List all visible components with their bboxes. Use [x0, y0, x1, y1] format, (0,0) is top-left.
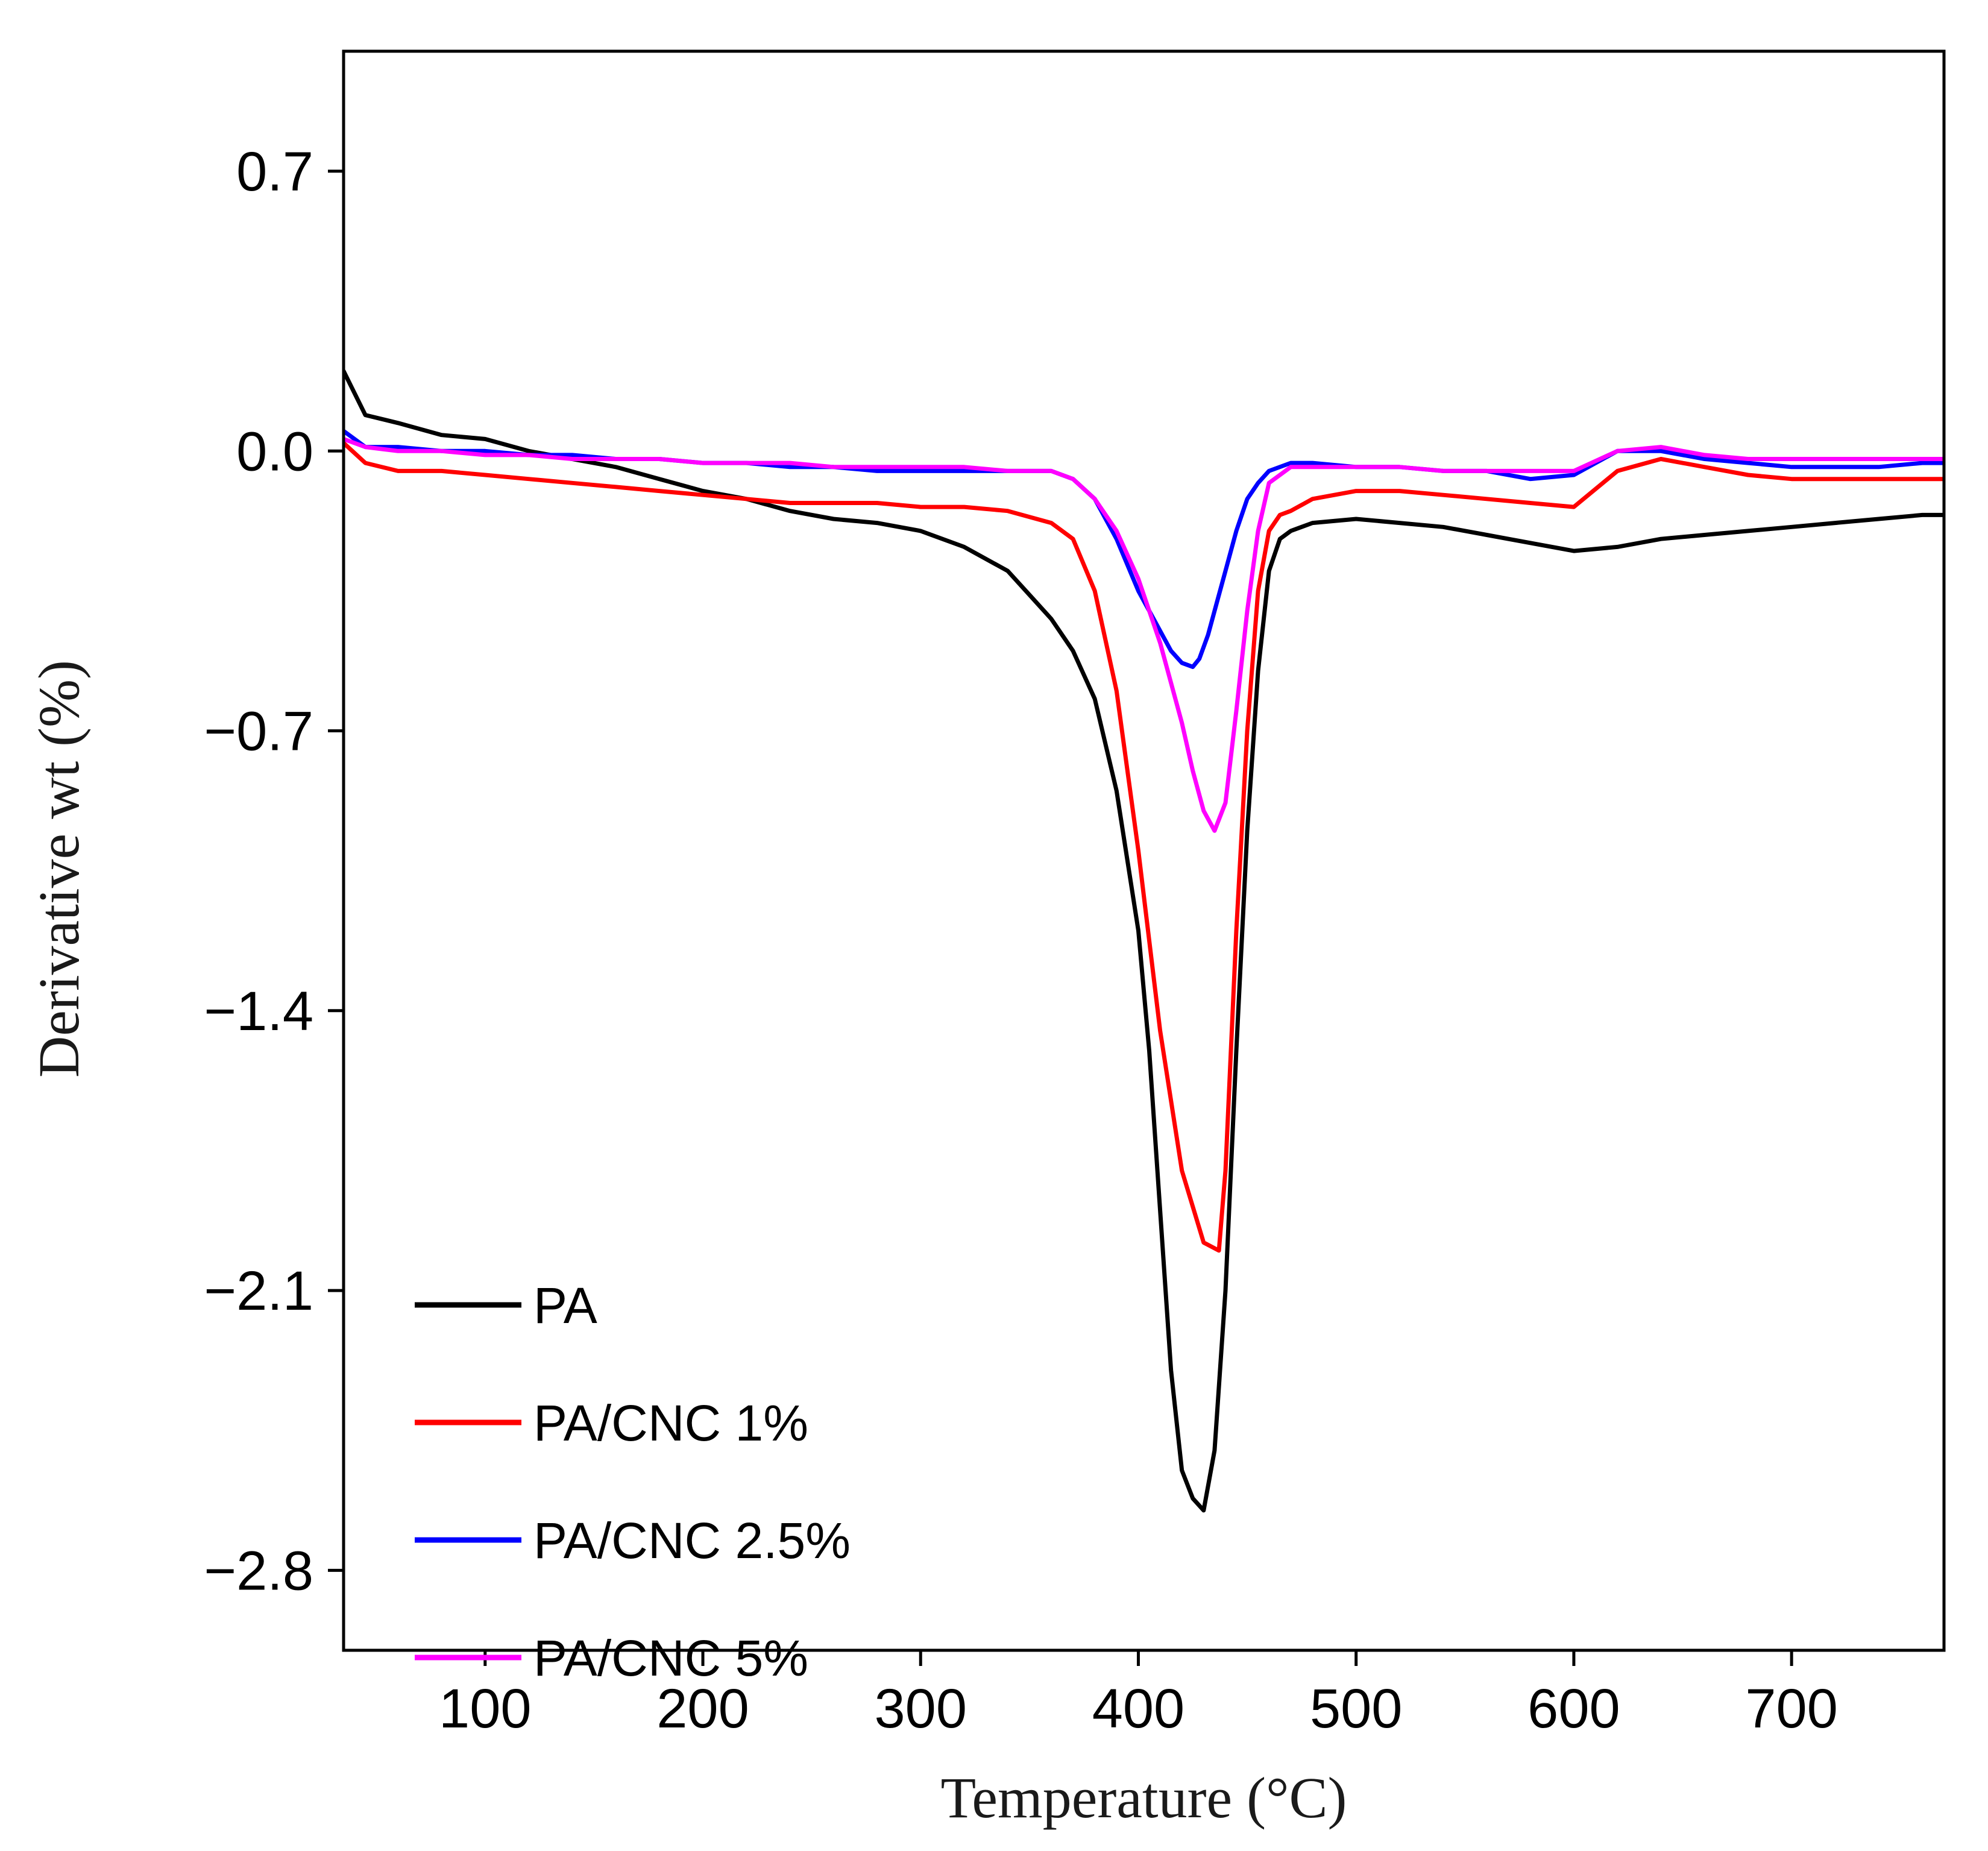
- y-tick-label: 0.0: [236, 421, 313, 482]
- x-tick-label: 600: [1527, 1678, 1620, 1739]
- x-axis-title: Temperature (°C): [940, 1765, 1347, 1830]
- legend-label-pa-cnc-1: PA/CNC 1%: [533, 1395, 808, 1451]
- y-tick-label: −0.7: [204, 701, 313, 762]
- x-axis-ticks: 100 200 300 400 500 600 700: [439, 1650, 1838, 1739]
- y-axis-title: Derivative wt (%): [27, 660, 91, 1078]
- series-line-pa: [344, 369, 1944, 1513]
- x-tick-label: 400: [1092, 1678, 1185, 1739]
- y-tick-label: 0.7: [236, 141, 313, 203]
- plot-frame: [342, 49, 1946, 1652]
- series-line-pa-cnc-1: [344, 441, 1944, 1253]
- x-tick-label: 100: [439, 1678, 532, 1739]
- y-tick-label: −2.1: [204, 1260, 313, 1322]
- x-tick-label: 700: [1745, 1678, 1838, 1739]
- legend-label-pa-cnc-5: PA/CNC 5%: [533, 1630, 808, 1686]
- legend-label-pa-cnc-2-5: PA/CNC 2.5%: [533, 1512, 851, 1569]
- series-line-pa-cnc-5: [344, 436, 1944, 833]
- y-tick-label: −2.8: [204, 1540, 313, 1601]
- y-axis-ticks: 0.7 0.0 −0.7 −1.4 −2.1 −2.8: [204, 141, 344, 1601]
- x-tick-label: 500: [1310, 1678, 1403, 1739]
- axes-layer: [342, 49, 1946, 1652]
- legend: PA PA/CNC 1% PA/CNC 2.5% PA/CNC 5%: [415, 1277, 851, 1686]
- series-layer: [344, 369, 1944, 1513]
- x-tick-label: 300: [874, 1678, 967, 1739]
- y-tick-label: −1.4: [204, 981, 313, 1042]
- legend-label-pa: PA: [533, 1277, 597, 1334]
- x-tick-label: 200: [656, 1678, 749, 1739]
